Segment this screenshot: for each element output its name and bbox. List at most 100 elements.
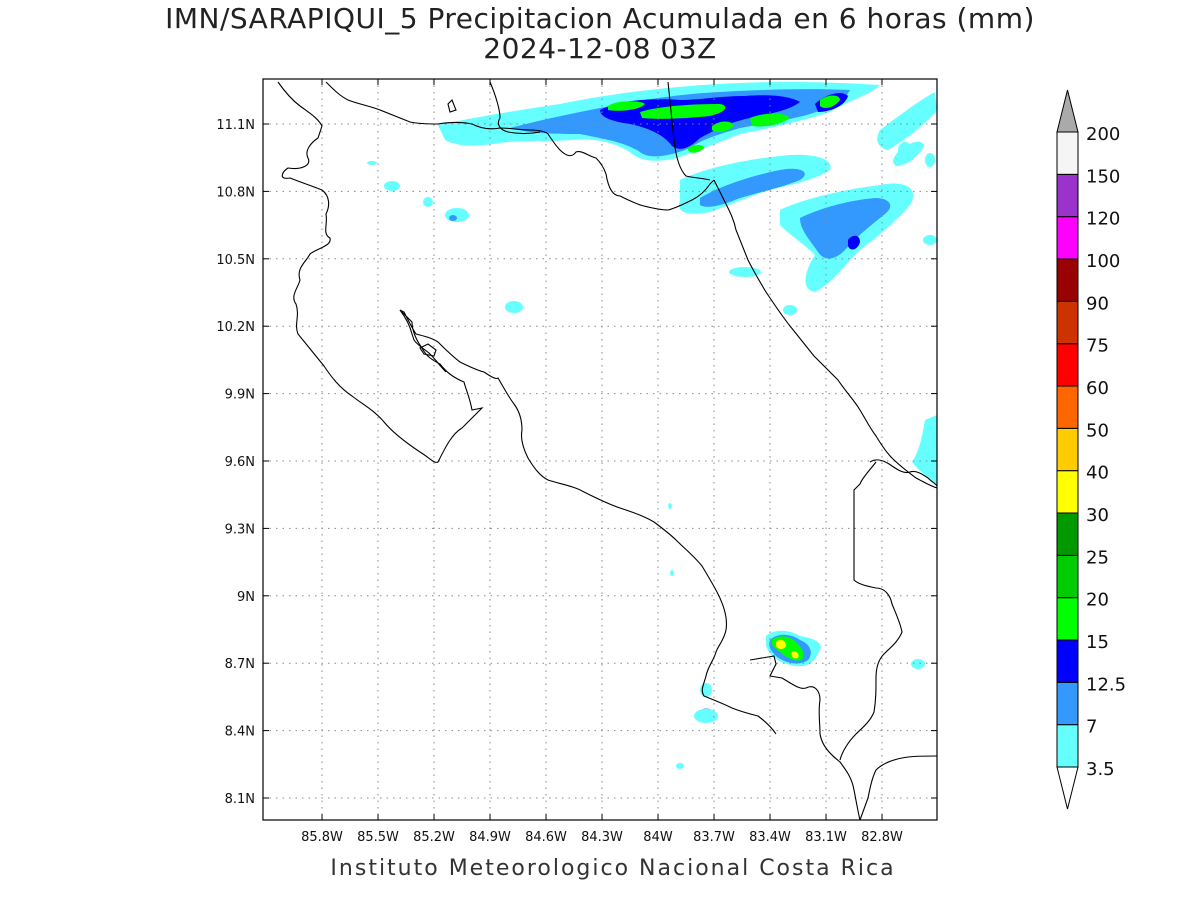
colorbar-swatch — [1056, 639, 1079, 683]
nicaragua-lake-shore — [325, 81, 439, 125]
rain-area-south-cell-30mm-b — [791, 651, 799, 659]
colorbar-swatch — [1056, 681, 1079, 726]
lat-tick-label: 9.9N — [225, 388, 255, 403]
rain-spot — [445, 208, 469, 222]
lon-tick-label: 84W — [643, 830, 673, 845]
lon-tick-label: 84.3W — [581, 830, 623, 845]
colorbar-level-label: 50 — [1086, 420, 1109, 441]
rain-spot — [505, 301, 523, 313]
bocas-del-toro-coast — [869, 459, 937, 487]
isla-del-coco — [447, 99, 457, 113]
lon-tick-label: 83.1W — [805, 830, 847, 845]
colorbar-level-label: 75 — [1086, 336, 1109, 357]
colorbar-level-label: 7 — [1086, 717, 1097, 738]
colorbar-under-triangle — [1056, 766, 1079, 810]
chira-island — [419, 343, 437, 357]
colorbar-level-label: 100 — [1086, 251, 1120, 272]
rain-area-north-15mm-a — [608, 101, 645, 111]
colorbar-level-label: 60 — [1086, 378, 1109, 399]
colorbar-swatch — [1056, 597, 1079, 641]
caribbean-coastline — [713, 179, 937, 489]
lon-tick-label: 85.5W — [357, 830, 399, 845]
colorbar-swatch — [1056, 173, 1079, 218]
lat-tick-label: 8.1N — [225, 792, 255, 807]
lat-tick-label: 8.4N — [225, 725, 255, 740]
colorbar-swatch — [1056, 427, 1079, 472]
rain-area-northeast-7mm — [700, 168, 805, 207]
rain-area-north-15mm-f — [688, 145, 704, 153]
lon-tick-label: 83.7W — [693, 830, 735, 845]
rain-spot — [670, 570, 674, 576]
lat-tick-label: 10.2N — [216, 320, 255, 335]
rain-spot — [925, 153, 935, 167]
colorbar-level-label: 150 — [1086, 166, 1120, 187]
lat-tick-label: 10.5N — [216, 253, 255, 268]
footer-credit: Instituto Meteorologico Nacional Costa R… — [330, 856, 896, 881]
colorbar-level-label: 20 — [1086, 590, 1109, 611]
pacific-coastline — [277, 81, 777, 735]
colorbar-level-label: 12.5 — [1086, 674, 1126, 695]
rain-area-north-band-12mm — [600, 95, 800, 149]
colorbar-swatch — [1056, 300, 1079, 345]
rain-spot — [898, 142, 912, 158]
nicoya-inner-coast — [399, 309, 447, 373]
precipitation-field — [367, 82, 937, 769]
rain-area-east-7mm — [800, 198, 891, 259]
lon-tick-label: 82.8W — [861, 830, 903, 845]
colorbar-over-triangle — [1056, 89, 1079, 133]
colorbar-swatch — [1056, 216, 1079, 260]
longitude-axis: 85.8W 85.5W 85.2W 84.9W 84.6W 84.3W 84W 83.7W 83… — [301, 79, 903, 845]
coastlines-borders — [277, 81, 937, 820]
rain-spot — [676, 763, 684, 769]
grid-lines — [263, 79, 937, 820]
rain-area-south-cell-30mm — [776, 639, 786, 649]
lat-tick-label: 11.1N — [216, 118, 255, 133]
osa-peninsula-coast — [749, 655, 861, 820]
rain-spot — [694, 709, 718, 723]
lat-tick-label: 8.7N — [225, 657, 255, 672]
rain-spot — [449, 215, 457, 221]
latitude-axis: 11.1N 10.8N 10.5N 10.2N 9.9N 9.6N 9.3N 9N 8.7N 8.… — [216, 118, 937, 807]
colorbar-swatch — [1056, 512, 1079, 556]
colorbar-level-label: 25 — [1086, 547, 1109, 568]
lat-tick-label: 9N — [237, 590, 255, 605]
rain-spot — [668, 503, 672, 509]
colorbar-level-label: 120 — [1086, 209, 1120, 230]
lat-tick-label: 10.8N — [216, 185, 255, 200]
rain-spot — [911, 659, 925, 669]
rain-spot — [367, 161, 377, 165]
colorbar-swatch — [1056, 470, 1079, 514]
rain-area-north-15mm-b — [640, 104, 726, 119]
lat-tick-label: 9.3N — [225, 522, 255, 537]
map-title: IMN/SARAPIQUI_5 Precipitacion Acumulada … — [165, 2, 1035, 35]
colorbar-level-label: 200 — [1086, 124, 1120, 145]
southern-coast-panama — [859, 755, 937, 820]
rain-area-north-15mm-e — [820, 95, 840, 108]
map-frame — [262, 78, 938, 821]
colorbar-swatch — [1056, 131, 1079, 175]
colorbar-level-label: 15 — [1086, 632, 1109, 653]
rain-area-north-15mm-d — [712, 121, 734, 133]
colorbar-level-label: 30 — [1086, 505, 1109, 526]
colorbar-swatch — [1056, 258, 1079, 302]
rain-spot — [783, 305, 797, 315]
rain-area-southeast-edge — [912, 415, 937, 485]
lon-tick-label: 83.4W — [749, 830, 791, 845]
lon-tick-label: 84.6W — [525, 830, 567, 845]
rain-spot — [423, 197, 433, 207]
colorbar-level-label: 40 — [1086, 463, 1109, 484]
river-san-juan — [667, 81, 711, 181]
lon-tick-label: 85.2W — [413, 830, 455, 845]
rain-spot — [923, 235, 937, 245]
rain-spot — [384, 181, 400, 191]
panama-border — [839, 461, 903, 761]
lon-tick-label: 84.9W — [469, 830, 511, 845]
colorbar-level-label: 90 — [1086, 293, 1109, 314]
colorbar-swatch — [1056, 554, 1079, 599]
nicaragua-border — [437, 121, 715, 211]
map-subtitle-date: 2024-12-08 03Z — [483, 32, 717, 65]
precipitation-colorbar: 3.5 7 12.5 15 20 25 30 40 50 60 75 90 100 120 150 200 — [1056, 89, 1126, 810]
colorbar-swatch — [1056, 343, 1079, 387]
rain-area-north-15mm-c — [750, 113, 790, 127]
